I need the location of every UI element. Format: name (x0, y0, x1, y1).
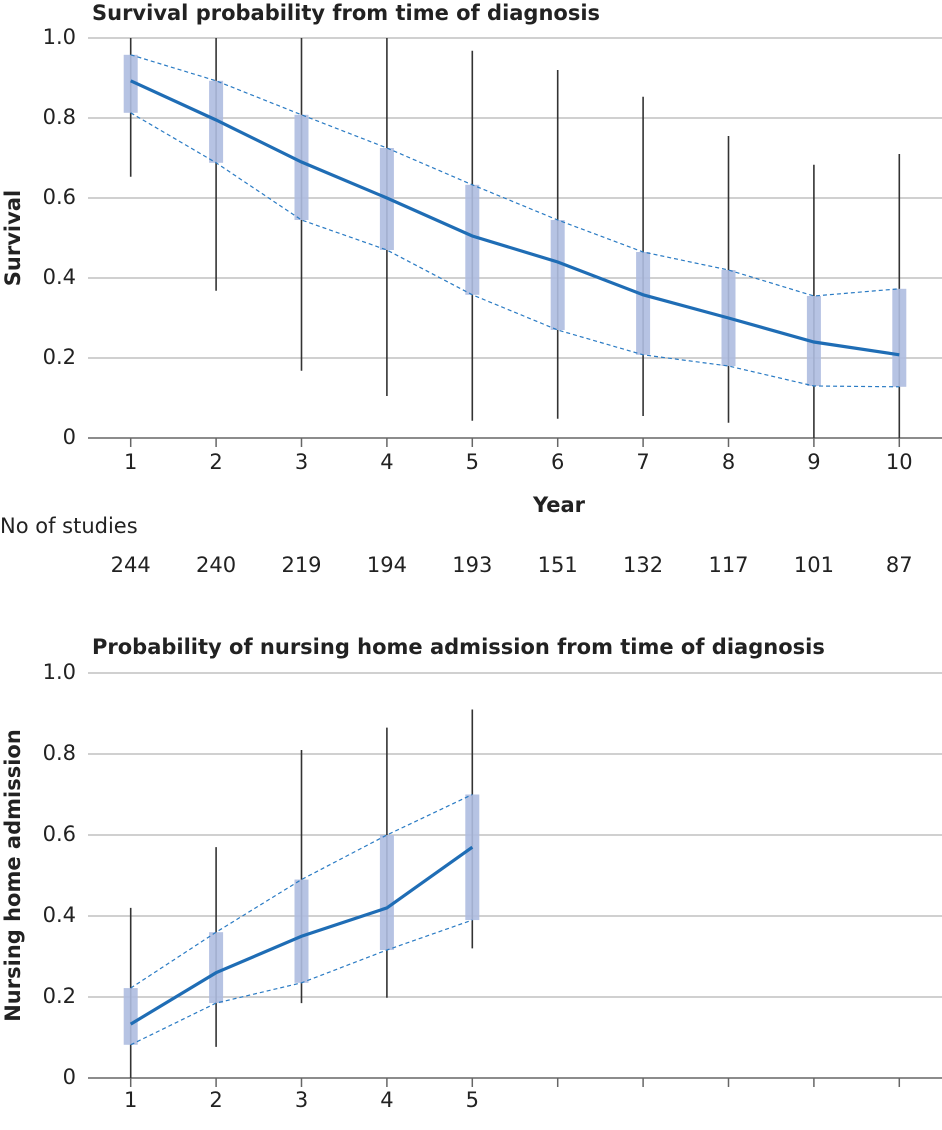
y-tick-label: 0.6 (43, 822, 76, 846)
chart-title: Probability of nursing home admission fr… (92, 635, 825, 659)
ci-upper-line (130, 793, 473, 989)
study-count: 244 (111, 553, 151, 577)
y-tick-label: 0 (63, 1065, 76, 1089)
y-tick-label: 0.8 (43, 105, 76, 129)
y-tick-label: 0.4 (43, 903, 76, 927)
ci-box (379, 835, 394, 951)
ci-box (294, 114, 309, 220)
y-tick-label: 0 (63, 425, 76, 449)
x-tick-label: 3 (295, 1088, 308, 1112)
study-count: 193 (452, 553, 492, 577)
y-tick-label: 0.4 (43, 265, 76, 289)
x-tick-label: 6 (551, 450, 564, 474)
x-tick-label: 4 (380, 450, 393, 474)
y-tick-label: 0.2 (43, 345, 76, 369)
ci-box (550, 220, 565, 330)
x-tick-label: 8 (722, 450, 735, 474)
x-tick-label: 1 (124, 1088, 137, 1112)
mean-line (130, 79, 900, 357)
x-tick-label: 5 (466, 1088, 479, 1112)
ci-box (465, 184, 480, 295)
x-tick-label: 3 (295, 450, 308, 474)
x-tick-label: 7 (636, 450, 649, 474)
x-tick-label: 1 (124, 450, 137, 474)
ci-upper-line (130, 54, 900, 297)
y-tick-label: 0.2 (43, 984, 76, 1008)
study-count: 101 (794, 553, 834, 577)
ci-box (465, 794, 480, 921)
y-axis-label: Nursing home admission (1, 729, 25, 1022)
ci-box (294, 879, 309, 983)
x-tick-label: 5 (466, 450, 479, 474)
ci-box (209, 932, 224, 1004)
ci-box (123, 988, 138, 1045)
ci-box (209, 80, 224, 163)
ci-box (123, 54, 138, 113)
x-tick-label: 2 (209, 450, 222, 474)
x-tick-label: 4 (380, 1088, 393, 1112)
study-count: 194 (367, 553, 407, 577)
x-tick-label: 10 (886, 450, 913, 474)
study-count: 132 (623, 553, 663, 577)
x-axis-label: Year (532, 493, 586, 517)
y-tick-label: 0.8 (43, 741, 76, 765)
chart-title: Survival probability from time of diagno… (92, 1, 600, 25)
y-tick-label: 1.0 (43, 660, 76, 684)
y-tick-label: 0.6 (43, 185, 76, 209)
study-count: 87 (886, 553, 913, 577)
ci-lower-line (130, 919, 473, 1046)
study-count: 151 (538, 553, 578, 577)
mean-line (129, 845, 474, 1026)
count-label: No of studies (0, 514, 138, 538)
ci-box (636, 252, 651, 355)
study-count: 117 (708, 553, 748, 577)
x-tick-label: 2 (209, 1088, 222, 1112)
ci-lower-line (130, 112, 900, 388)
ci-box (892, 288, 907, 387)
y-axis-label: Survival (1, 190, 25, 286)
x-tick-label: 9 (807, 450, 820, 474)
study-count: 240 (196, 553, 236, 577)
y-tick-label: 1.0 (43, 25, 76, 49)
study-count: 219 (281, 553, 321, 577)
